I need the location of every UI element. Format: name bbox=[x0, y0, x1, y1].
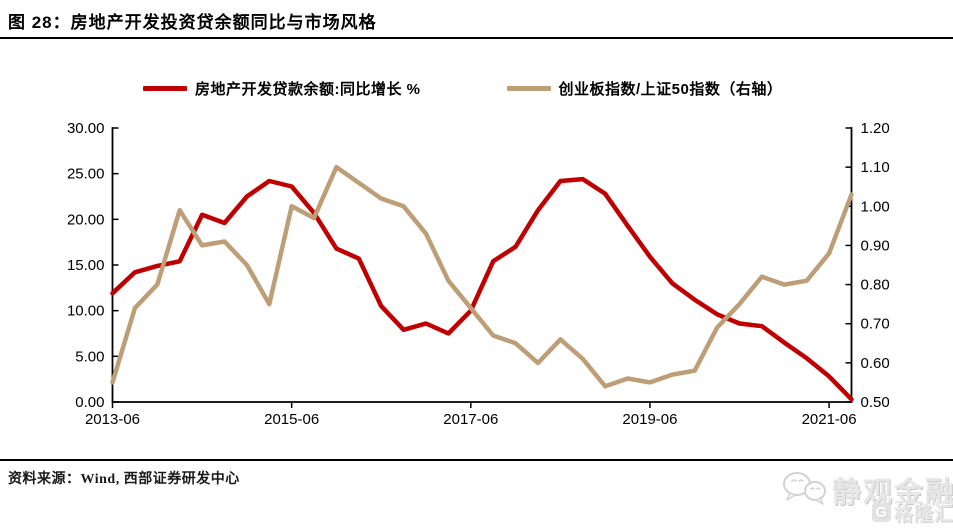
watermark: 静观金融 G 格隆汇 bbox=[780, 463, 953, 529]
chart-legend: 房地产开发贷款余额:同比增长 % 创业板指数/上证50指数（右轴） bbox=[143, 78, 782, 99]
axis-tick-label: 0.50 bbox=[861, 394, 890, 411]
axis-tick-label: 1.00 bbox=[861, 198, 890, 215]
axis-tick-label: 25.00 bbox=[67, 166, 105, 183]
right-axis-ticks: 1.20 1.10 1.00 0.90 0.80 0.70 0.60 0.50 bbox=[845, 120, 890, 411]
legend-swatch-tan-line bbox=[506, 86, 551, 91]
axis-tick-label: 2015-06 bbox=[264, 411, 319, 428]
axes bbox=[111, 127, 853, 403]
axis-tick-label: 10.00 bbox=[67, 303, 105, 320]
axis-tick-label: 2019-06 bbox=[622, 411, 677, 428]
watermark-text: 静观金融 bbox=[832, 477, 953, 509]
axis-tick-label: 2021-06 bbox=[802, 411, 857, 428]
source-note: 资料来源：Wind, 西部证券研发中心 bbox=[8, 472, 240, 487]
series-line-loan-yoy bbox=[110, 176, 854, 402]
axis-tick-label: 30.00 bbox=[67, 120, 105, 137]
wechat-chat-bubbles-icon bbox=[783, 472, 826, 505]
axis-tick-label: 15.00 bbox=[67, 257, 105, 274]
series-line-index-ratio bbox=[110, 164, 854, 389]
legend-label-loan-yoy: 房地产开发贷款余额:同比增长 % bbox=[195, 81, 421, 98]
footer-divider bbox=[0, 459, 953, 461]
axis-tick-label: 1.20 bbox=[861, 120, 890, 137]
axis-tick-label: 5.00 bbox=[75, 348, 104, 365]
left-axis-ticks: 30.00 25.00 20.00 15.00 10.00 5.00 0.00 bbox=[67, 120, 119, 411]
watermark-logo-text: 格隆汇 bbox=[894, 504, 953, 525]
axis-tick-label: 0.60 bbox=[861, 355, 890, 372]
figure-header: 图 28：房地产开发投资贷余额同比与市场风格 bbox=[0, 0, 953, 39]
axis-tick-label: 2013-06 bbox=[85, 411, 140, 428]
axis-tick-label: 0.90 bbox=[861, 237, 890, 254]
legend-label-index-ratio: 创业板指数/上证50指数（右轴） bbox=[558, 81, 783, 98]
axis-tick-label: 2017-06 bbox=[443, 411, 498, 428]
axis-tick-label: 1.10 bbox=[861, 159, 890, 176]
axis-tick-label: 0.70 bbox=[861, 316, 890, 333]
x-axis-ticks: 2013-06 2015-06 2017-06 2019-06 2021-06 bbox=[85, 402, 857, 428]
axis-tick-label: 0.00 bbox=[75, 394, 104, 411]
watermark-logo-row: G 格隆汇 bbox=[872, 499, 953, 526]
axis-tick-label: 0.80 bbox=[861, 277, 890, 294]
axis-tick-label: 20.00 bbox=[67, 211, 105, 228]
legend-item-index-ratio: 创业板指数/上证50指数（右轴） bbox=[506, 78, 783, 99]
legend-swatch-red-line bbox=[143, 86, 187, 91]
figure-title: 图 28：房地产开发投资贷余额同比与市场风格 bbox=[8, 13, 377, 32]
gelonghui-logo-icon: G bbox=[872, 503, 891, 522]
legend-item-loan-yoy: 房地产开发贷款余额:同比增长 % bbox=[143, 78, 421, 99]
